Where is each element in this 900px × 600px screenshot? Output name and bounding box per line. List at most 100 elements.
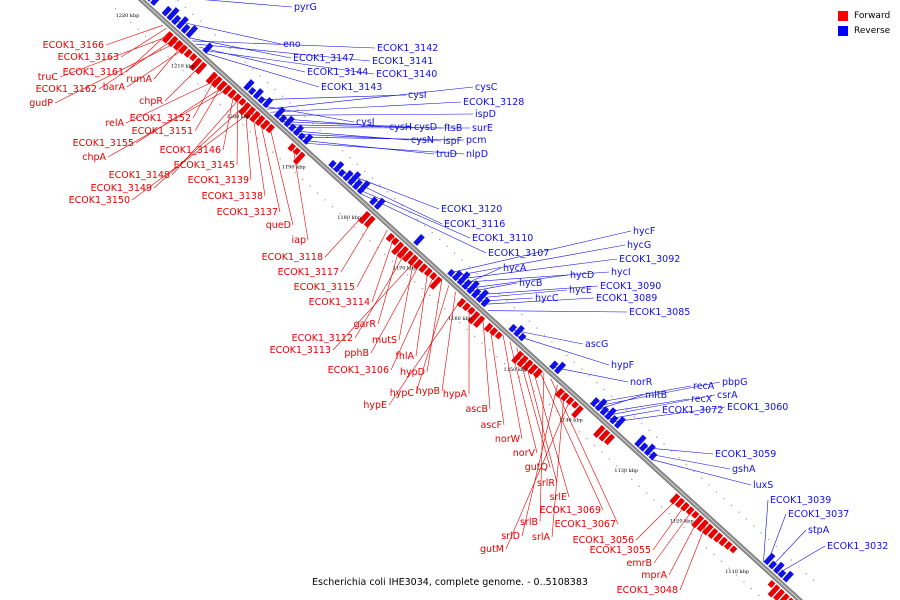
forward-gene [767, 584, 781, 598]
gene-label-ecok1-3142: ECOK1_3142 [377, 43, 438, 54]
forward-gene [565, 396, 575, 406]
track-dot [498, 293, 501, 295]
track-dot [730, 504, 733, 507]
gene-label-ecok1-3162: ECOK1_3162 [36, 84, 97, 95]
reverse-gene [166, 7, 180, 21]
leader-line-ispf [294, 133, 442, 142]
forward-gene [216, 80, 228, 92]
track-dot [653, 499, 655, 501]
forward-gene [779, 593, 790, 600]
track-dot [204, 90, 206, 92]
forward-gene [243, 106, 256, 119]
reverse-gene [333, 161, 345, 173]
gene-label-ecok1-3085: ECOK1_3085 [629, 307, 690, 318]
leader-line-ecok1-3085 [488, 310, 628, 313]
track-dot [394, 197, 396, 200]
track-dot [296, 109, 299, 111]
track-dot [386, 191, 388, 193]
track-dot [369, 240, 371, 242]
track-dots [115, 0, 815, 597]
gene-label-ecok1-3161: ECOK1_3161 [63, 67, 124, 78]
track-dot [521, 313, 523, 316]
leader-line-ecok1-3163 [120, 28, 167, 58]
legend-forward: Forward [838, 8, 890, 23]
leader-line-qued [268, 121, 294, 226]
forward-gene [167, 35, 179, 48]
track-dot [750, 588, 753, 590]
gene-label-ecok1-3059: ECOK1_3059 [715, 449, 776, 460]
leader-line-ruma [153, 43, 184, 80]
gene-label-ecok1-3147: ECOK1_3147 [293, 53, 354, 64]
leader-line-pyrg [204, 0, 293, 8]
gene-label-ecok1-3113: ECOK1_3113 [270, 345, 331, 356]
track-dot [813, 579, 815, 582]
gene-label-ecok1-3143: ECOK1_3143 [321, 82, 382, 93]
tick-label: 1170 kbp [393, 266, 417, 272]
gene-label-pphb: pphB [344, 348, 369, 359]
leader-line-cysj [263, 105, 355, 123]
forward-gene [221, 84, 233, 96]
gene-label-hyce: hycE [569, 285, 592, 296]
track-dot [596, 382, 598, 384]
forward-gene [696, 519, 709, 532]
legend-reverse: Reverse [838, 23, 890, 38]
leader-line-norw [502, 335, 523, 440]
leader-line-luxs [651, 459, 752, 486]
track-dot [309, 185, 311, 187]
track-dot [700, 477, 703, 479]
gene-label-ascg: ascG [585, 339, 608, 350]
gene-label-sure: surE [472, 123, 493, 134]
track-dot [446, 245, 448, 247]
leader-line-chpa [107, 86, 232, 158]
forward-gene [691, 514, 705, 529]
leader-line-ecok1-3115 [356, 229, 388, 288]
track-dot [566, 354, 568, 356]
track-dot [720, 560, 723, 562]
track-dot [384, 253, 386, 256]
leader-line-ecok1-3106 [390, 273, 436, 371]
forward-gene [412, 258, 424, 270]
leader-line-gsha [644, 452, 731, 470]
leader-line-ascf [489, 322, 505, 426]
forward-gene [713, 532, 724, 543]
track-dot [506, 300, 508, 302]
forward-gene [456, 297, 467, 308]
track-dot [249, 131, 251, 133]
forward-gene [707, 527, 719, 540]
forward-gene [232, 93, 242, 103]
track-dot [556, 410, 558, 412]
kbp-ticks: 1220 kbp 1210 kbp 1200 kbp 1190 kbp 1180 kbp… [116, 13, 749, 575]
track-dot [683, 526, 685, 528]
forward-gene [211, 75, 223, 88]
track-dot [551, 341, 553, 343]
gene-label-ecok1-3039: ECOK1_3039 [770, 495, 831, 506]
track-dot [401, 204, 403, 206]
forward-gene [238, 97, 247, 106]
leader-line-iap [292, 142, 309, 241]
reverse-gene [180, 23, 191, 34]
leader-line-ecok1-3114 [371, 235, 395, 303]
forward-gene [598, 429, 611, 442]
leader-line-ftsb [284, 124, 443, 129]
track-dot [663, 443, 665, 445]
forward-gene [462, 302, 471, 312]
reverse-gene [252, 88, 264, 100]
tick-label: 1220 kbp [116, 13, 140, 19]
track-dot [581, 368, 583, 370]
leader-line-ecok1-3140 [202, 49, 375, 75]
leader-line-bara [126, 46, 188, 88]
leader-line-srld [521, 384, 558, 537]
track-dot [563, 417, 566, 419]
gene-label-ruma: rumA [126, 74, 152, 85]
track-dot [676, 519, 678, 522]
gene-label-hypf: hypF [611, 360, 634, 371]
leader-line-pbpg [593, 381, 721, 408]
forward-gene [527, 363, 539, 375]
gene-label-ecok1-3151: ECOK1_3151 [132, 126, 193, 137]
track-dot [511, 369, 513, 371]
forward-gene [260, 119, 271, 130]
gene-label-ecok1-3092: ECOK1_3092 [619, 254, 680, 265]
gene-label-ecok1-3163: ECOK1_3163 [58, 52, 119, 63]
reverse-gene [342, 170, 354, 182]
reverse-gene [288, 123, 297, 132]
